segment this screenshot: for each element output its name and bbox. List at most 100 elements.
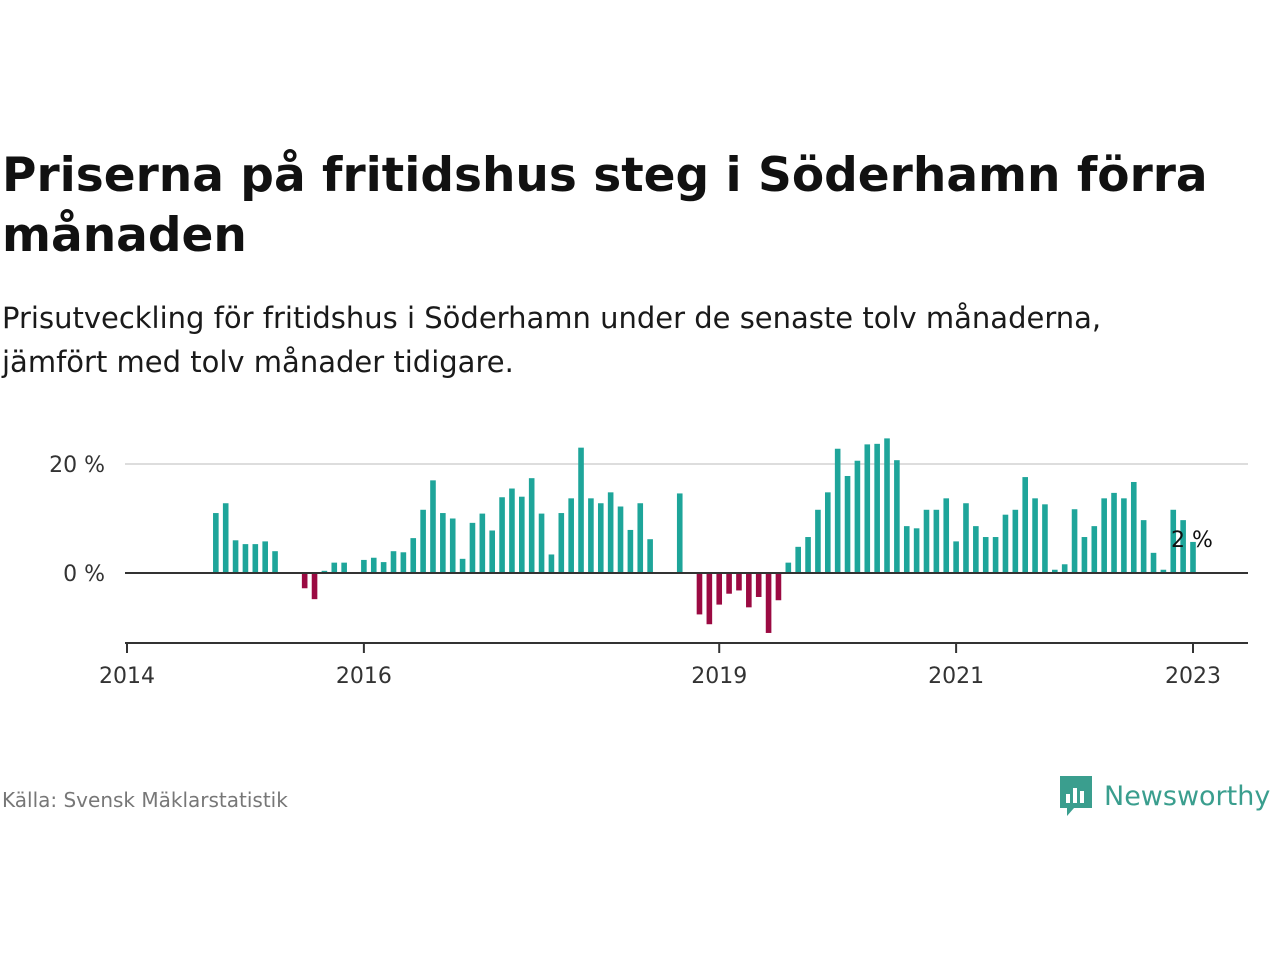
bar	[726, 573, 732, 594]
bar	[676, 493, 683, 573]
bar	[578, 447, 584, 573]
source-note: Källa: Svensk Mäklarstatistik	[2, 788, 288, 812]
y-tick-label-0: 0 %	[63, 562, 105, 587]
bar	[736, 573, 742, 591]
bar	[1101, 498, 1107, 573]
bar	[795, 546, 801, 573]
bar	[923, 509, 930, 573]
bar	[1140, 520, 1147, 573]
bar	[252, 544, 259, 573]
chart-title: Priserna på fritidshus steg i Söderhamn …	[2, 148, 1208, 263]
bar	[380, 562, 387, 573]
bar	[538, 513, 545, 573]
bar	[1180, 520, 1186, 573]
bar	[390, 551, 397, 573]
bar	[854, 460, 861, 573]
bar	[331, 562, 338, 573]
bar	[459, 558, 466, 573]
bar	[509, 488, 515, 573]
bar	[864, 444, 871, 573]
last-value-annotation: 2 %	[1171, 528, 1213, 553]
bar	[824, 492, 831, 573]
x-tick-label: 2021	[928, 664, 984, 689]
bar	[489, 530, 496, 573]
bar	[1190, 541, 1196, 573]
bar	[805, 537, 811, 573]
bar	[903, 526, 910, 573]
bar	[617, 506, 624, 573]
bar	[440, 513, 446, 573]
bar	[469, 522, 476, 573]
bar	[410, 538, 417, 573]
x-tick-label: 2023	[1165, 664, 1221, 689]
bar	[272, 551, 278, 573]
bar	[1002, 514, 1009, 573]
bar	[213, 513, 219, 573]
bar	[953, 541, 959, 573]
bar	[746, 573, 752, 608]
bar	[775, 573, 782, 601]
bar	[430, 480, 436, 573]
y-tick-label-20: 20 %	[49, 453, 105, 478]
bar	[982, 537, 989, 573]
bar	[311, 573, 318, 600]
bar	[232, 540, 239, 573]
bar	[519, 496, 525, 573]
bar	[528, 478, 535, 573]
bar	[400, 552, 407, 573]
bar	[1111, 492, 1117, 573]
bar	[973, 526, 979, 573]
bar	[755, 573, 762, 597]
bar	[499, 497, 505, 573]
bar	[637, 503, 644, 573]
bar	[242, 544, 249, 573]
bar	[943, 498, 950, 573]
bar	[597, 503, 604, 573]
bar	[716, 573, 723, 605]
bar	[627, 529, 634, 573]
x-tick-label: 2014	[99, 664, 155, 689]
bar	[1091, 526, 1098, 573]
bar	[1150, 552, 1157, 573]
bar	[262, 541, 268, 573]
bar	[321, 570, 328, 573]
bar	[420, 509, 426, 573]
bar	[992, 537, 999, 573]
bar	[568, 498, 574, 573]
bar	[913, 528, 920, 573]
bar	[449, 518, 456, 573]
bar	[815, 509, 821, 573]
bar	[370, 557, 377, 573]
bar	[1130, 481, 1137, 573]
bar	[765, 573, 772, 633]
bar	[1012, 509, 1019, 573]
bar	[1081, 537, 1088, 573]
bar	[647, 539, 653, 573]
bar	[785, 562, 792, 573]
bar	[548, 554, 555, 573]
chart-subtitle: Prisutveckling för fritidshus i Söderham…	[2, 301, 1102, 379]
bar	[874, 443, 880, 573]
bar	[706, 573, 713, 625]
bar	[1071, 509, 1078, 573]
bar	[479, 513, 486, 573]
bar	[1022, 477, 1029, 573]
bar	[588, 498, 594, 573]
bar	[844, 475, 851, 573]
bar	[834, 448, 841, 573]
bar-group	[213, 438, 1196, 633]
newsworthy-logo-text: Newsworthy	[1104, 780, 1271, 812]
newsworthy-logo-icon	[1060, 776, 1092, 816]
bar	[341, 562, 347, 573]
x-tick-label: 2016	[336, 664, 392, 689]
bar	[607, 492, 614, 573]
bar	[1042, 504, 1048, 573]
bar	[963, 503, 969, 573]
x-tick-group: 2014 2016 2019 2021 2023	[99, 643, 1221, 689]
bar	[301, 573, 308, 589]
bar	[1160, 569, 1167, 573]
bar	[361, 559, 367, 573]
bar-chart: 20 % 0 % 2014 2016 2019 2021 2023 2 %	[49, 438, 1248, 689]
bar	[1032, 498, 1038, 573]
bar	[1170, 509, 1177, 573]
